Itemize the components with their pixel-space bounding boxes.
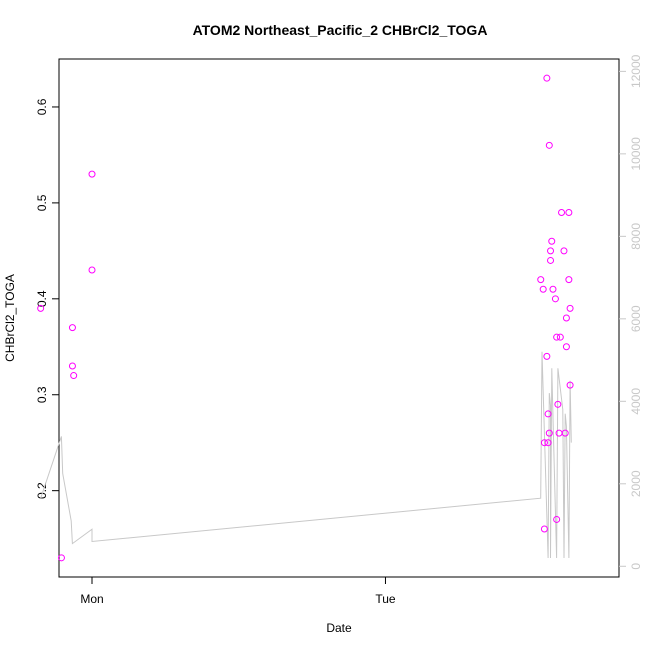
- data-point: [556, 333, 564, 341]
- data-point: [57, 554, 65, 562]
- y-tick-label: 0.5: [35, 194, 49, 211]
- x-axis-label: Date: [326, 621, 352, 635]
- y2-tick-label: 12000: [629, 54, 643, 88]
- data-point: [566, 304, 574, 312]
- data-point: [543, 352, 551, 360]
- data-point: [553, 333, 561, 341]
- data-point: [562, 314, 570, 322]
- data-point: [553, 515, 561, 523]
- chart-title: ATOM2 Northeast_Pacific_2 CHBrCl2_TOGA: [193, 22, 488, 38]
- data-point: [540, 525, 548, 533]
- y2-tick-label: 6000: [629, 305, 643, 332]
- data-point: [543, 74, 551, 82]
- data-point: [544, 410, 552, 418]
- y2-tick-label: 8000: [629, 223, 643, 250]
- series-line: [40, 351, 572, 559]
- data-point: [547, 247, 555, 255]
- data-point: [37, 304, 45, 312]
- data-point: [68, 324, 76, 332]
- x-tick-label: Tue: [375, 592, 396, 606]
- data-point: [565, 276, 573, 284]
- data-point: [540, 439, 548, 447]
- series-line-layer: [40, 351, 572, 559]
- x-axis: Mon Tue: [80, 577, 396, 606]
- y2-tick-label: 2000: [629, 470, 643, 497]
- data-point: [566, 381, 574, 389]
- y-axis-right: 0 2000 4000 6000 8000 10000 12000: [619, 54, 643, 570]
- data-point: [558, 208, 566, 216]
- data-point: [549, 285, 557, 293]
- data-point: [551, 295, 559, 303]
- y2-tick-label: 0: [629, 563, 643, 570]
- data-point: [88, 266, 96, 274]
- y-tick-label: 0.3: [35, 386, 49, 403]
- data-point: [537, 276, 545, 284]
- series-points-layer: [37, 74, 574, 562]
- data-point: [545, 141, 553, 149]
- data-point: [544, 439, 552, 447]
- y2-tick-label: 4000: [629, 388, 643, 415]
- data-point: [548, 237, 556, 245]
- data-point: [561, 429, 569, 437]
- y-axis-label: CHBrCl2_TOGA: [3, 274, 17, 362]
- data-point: [545, 429, 553, 437]
- data-point: [565, 208, 573, 216]
- y2-tick-label: 10000: [629, 137, 643, 171]
- data-point: [562, 343, 570, 351]
- y-axis-left: 0.2 0.3 0.4 0.5 0.6: [35, 98, 59, 499]
- data-point: [88, 170, 96, 178]
- data-point: [70, 372, 78, 380]
- data-point: [560, 247, 568, 255]
- y-tick-label: 0.4: [35, 290, 49, 307]
- y-tick-label: 0.6: [35, 98, 49, 115]
- plot-area: [58, 58, 620, 578]
- data-point: [539, 285, 547, 293]
- x-tick-label: Mon: [80, 592, 103, 606]
- data-point: [554, 400, 562, 408]
- y-tick-label: 0.2: [35, 482, 49, 499]
- data-point: [68, 362, 76, 370]
- data-point: [547, 256, 555, 264]
